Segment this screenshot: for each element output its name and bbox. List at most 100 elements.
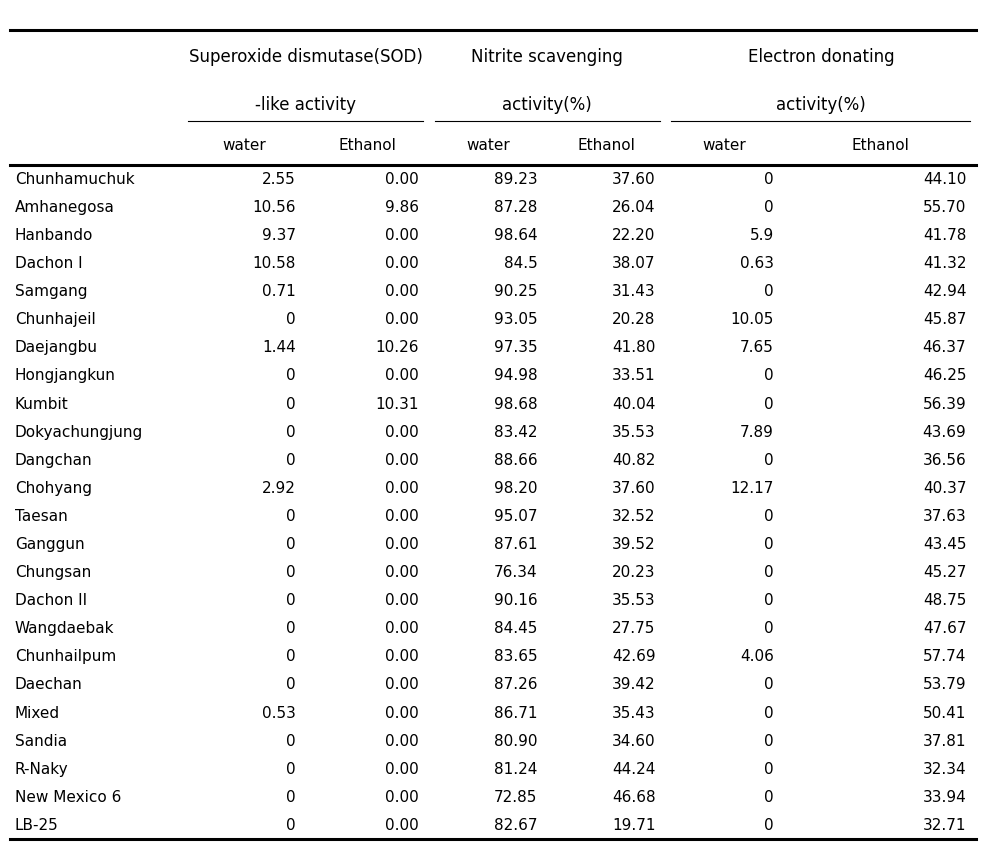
Text: 41.32: 41.32	[923, 256, 966, 271]
Text: 80.90: 80.90	[494, 734, 537, 749]
Text: 0: 0	[286, 397, 296, 412]
Text: 46.25: 46.25	[923, 369, 966, 383]
Text: Daejangbu: Daejangbu	[15, 340, 98, 356]
Text: 0: 0	[286, 537, 296, 552]
Text: R-Naky: R-Naky	[15, 762, 68, 777]
Text: 4.06: 4.06	[740, 649, 774, 665]
Text: 48.75: 48.75	[923, 593, 966, 608]
Text: 35.53: 35.53	[612, 593, 656, 608]
Text: 0.00: 0.00	[386, 762, 419, 777]
Text: 20.23: 20.23	[612, 565, 656, 580]
Text: Electron donating: Electron donating	[747, 48, 894, 65]
Text: 86.71: 86.71	[494, 705, 537, 721]
Text: 37.63: 37.63	[923, 509, 966, 524]
Text: 0: 0	[286, 622, 296, 636]
Text: 7.65: 7.65	[740, 340, 774, 356]
Text: Dachon II: Dachon II	[15, 593, 87, 608]
Text: 43.69: 43.69	[923, 424, 966, 440]
Text: 0.00: 0.00	[386, 593, 419, 608]
Text: 90.25: 90.25	[494, 284, 537, 300]
Text: 76.34: 76.34	[494, 565, 537, 580]
Text: 10.31: 10.31	[376, 397, 419, 412]
Text: LB-25: LB-25	[15, 818, 58, 833]
Text: Hanbando: Hanbando	[15, 228, 93, 243]
Text: 0: 0	[764, 200, 774, 215]
Text: 32.71: 32.71	[923, 818, 966, 833]
Text: 45.87: 45.87	[923, 313, 966, 327]
Text: 0: 0	[286, 762, 296, 777]
Text: 9.86: 9.86	[386, 200, 419, 215]
Text: activity(%): activity(%)	[776, 96, 866, 114]
Text: 0: 0	[764, 622, 774, 636]
Text: 0: 0	[764, 705, 774, 721]
Text: 56.39: 56.39	[923, 397, 966, 412]
Text: 0.53: 0.53	[262, 705, 296, 721]
Text: 0.00: 0.00	[386, 734, 419, 749]
Text: 33.94: 33.94	[923, 790, 966, 805]
Text: 10.26: 10.26	[376, 340, 419, 356]
Text: 35.43: 35.43	[612, 705, 656, 721]
Text: New Mexico 6: New Mexico 6	[15, 790, 121, 805]
Text: 36.56: 36.56	[923, 453, 966, 468]
Text: 20.28: 20.28	[612, 313, 656, 327]
Text: 32.52: 32.52	[612, 509, 656, 524]
Text: water: water	[222, 139, 266, 153]
Text: 0: 0	[286, 369, 296, 383]
Text: 0: 0	[764, 734, 774, 749]
Text: Samgang: Samgang	[15, 284, 88, 300]
Text: Daechan: Daechan	[15, 678, 83, 692]
Text: 37.81: 37.81	[923, 734, 966, 749]
Text: Ethanol: Ethanol	[578, 139, 635, 153]
Text: 33.51: 33.51	[612, 369, 656, 383]
Text: 0: 0	[286, 649, 296, 665]
Text: Chungsan: Chungsan	[15, 565, 91, 580]
Text: Dangchan: Dangchan	[15, 453, 93, 468]
Text: 0: 0	[764, 284, 774, 300]
Text: 0: 0	[764, 818, 774, 833]
Text: 0: 0	[286, 790, 296, 805]
Text: 87.61: 87.61	[494, 537, 537, 552]
Text: 84.5: 84.5	[504, 256, 537, 271]
Text: Chohyang: Chohyang	[15, 480, 92, 496]
Text: 55.70: 55.70	[923, 200, 966, 215]
Text: 44.10: 44.10	[923, 172, 966, 187]
Text: water: water	[703, 139, 746, 153]
Text: 40.37: 40.37	[923, 480, 966, 496]
Text: 0: 0	[764, 537, 774, 552]
Text: 90.16: 90.16	[494, 593, 537, 608]
Text: 5.9: 5.9	[749, 228, 774, 243]
Text: 19.71: 19.71	[612, 818, 656, 833]
Text: 0: 0	[286, 509, 296, 524]
Text: Taesan: Taesan	[15, 509, 67, 524]
Text: 42.69: 42.69	[612, 649, 656, 665]
Text: 0.00: 0.00	[386, 480, 419, 496]
Text: Hongjangkun: Hongjangkun	[15, 369, 115, 383]
Text: 10.56: 10.56	[252, 200, 296, 215]
Text: 0.00: 0.00	[386, 537, 419, 552]
Text: 0: 0	[286, 678, 296, 692]
Text: 39.42: 39.42	[612, 678, 656, 692]
Text: 0.00: 0.00	[386, 818, 419, 833]
Text: 0.00: 0.00	[386, 172, 419, 187]
Text: 46.37: 46.37	[923, 340, 966, 356]
Text: 0.00: 0.00	[386, 649, 419, 665]
Text: 0.00: 0.00	[386, 369, 419, 383]
Text: Nitrite scavenging: Nitrite scavenging	[471, 48, 623, 65]
Text: 89.23: 89.23	[494, 172, 537, 187]
Text: 0: 0	[286, 565, 296, 580]
Text: 10.05: 10.05	[731, 313, 774, 327]
Text: 0: 0	[764, 593, 774, 608]
Text: 12.17: 12.17	[731, 480, 774, 496]
Text: -like activity: -like activity	[255, 96, 356, 114]
Text: 0.00: 0.00	[386, 622, 419, 636]
Text: 0: 0	[764, 565, 774, 580]
Text: 0: 0	[764, 678, 774, 692]
Text: 81.24: 81.24	[494, 762, 537, 777]
Text: 27.75: 27.75	[612, 622, 656, 636]
Text: 0: 0	[764, 369, 774, 383]
Text: 0.00: 0.00	[386, 565, 419, 580]
Text: 45.27: 45.27	[923, 565, 966, 580]
Text: Ethanol: Ethanol	[338, 139, 396, 153]
Text: 0: 0	[286, 313, 296, 327]
Text: 98.68: 98.68	[494, 397, 537, 412]
